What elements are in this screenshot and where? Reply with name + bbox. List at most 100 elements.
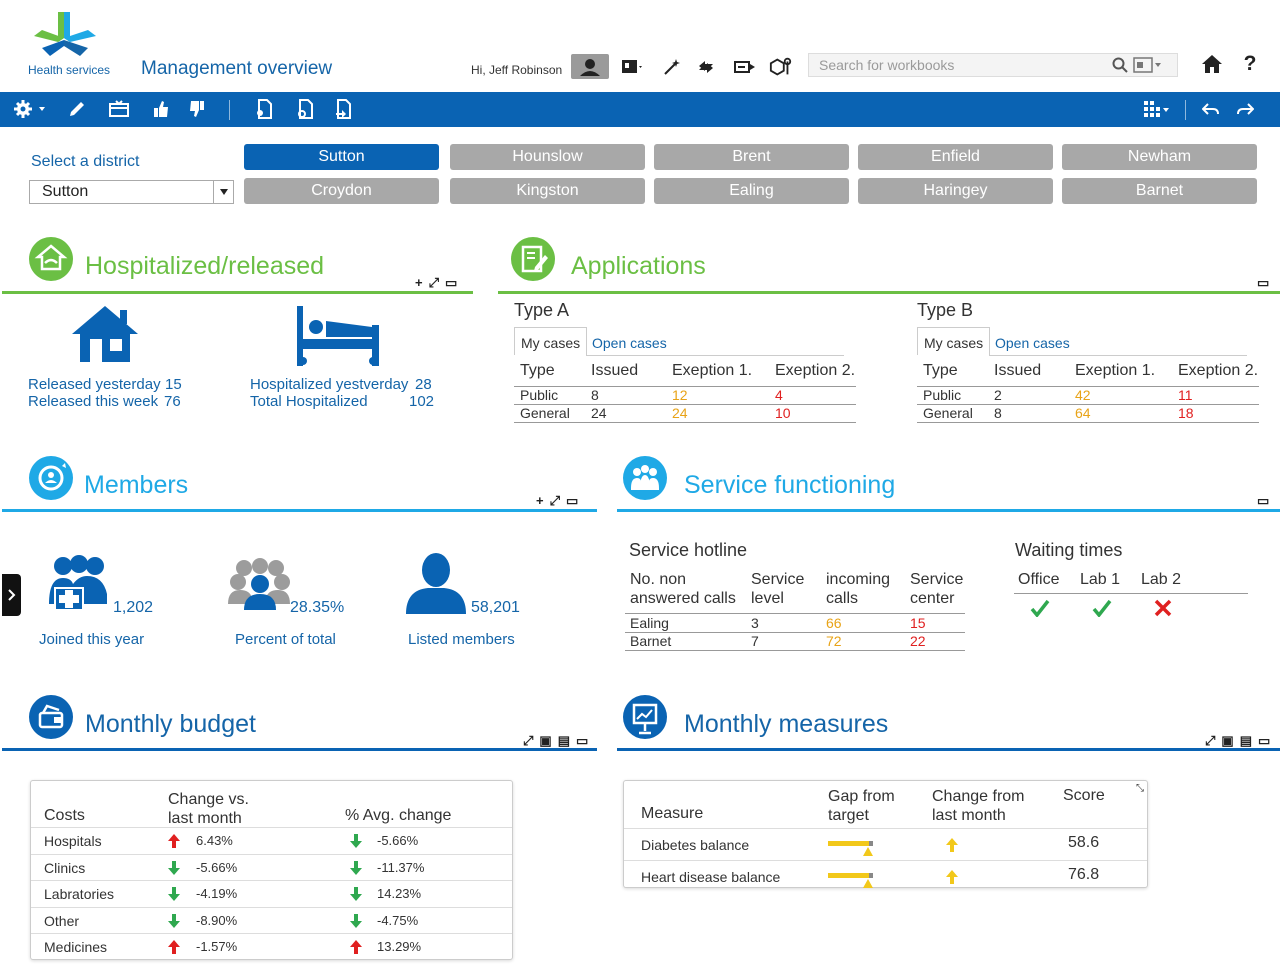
hotline-cell: 7	[751, 633, 759, 649]
applications-type-name: Type B	[917, 300, 974, 320]
applications-cell: 11	[1178, 387, 1193, 403]
tab-open-cases[interactable]: Open cases	[592, 335, 667, 351]
pencil-icon	[70, 102, 84, 116]
presentation-button[interactable]	[106, 96, 132, 122]
expand-icon[interactable]: ⤢	[549, 493, 560, 508]
share-button[interactable]	[251, 96, 277, 122]
arrow-up-icon	[945, 869, 959, 885]
add-document-button[interactable]	[292, 96, 318, 122]
tab-strip-line	[586, 355, 844, 356]
edit-button[interactable]	[64, 96, 90, 122]
redo-button[interactable]	[1232, 96, 1258, 122]
header-divider	[514, 386, 856, 387]
tab-my-cases[interactable]: My cases	[917, 327, 991, 355]
maximize-icon[interactable]: ▭	[576, 733, 589, 748]
expand-icon[interactable]: ⤢	[523, 733, 534, 748]
budget-col-change: Change vs. last month	[168, 791, 249, 827]
search-button[interactable]	[1109, 54, 1131, 76]
gap-bar-fill	[828, 841, 869, 846]
help-button[interactable]: ?	[1238, 52, 1262, 76]
district-button-croydon[interactable]: Croydon	[244, 178, 439, 204]
district-button-ealing[interactable]: Ealing	[654, 178, 849, 204]
district-button-haringey[interactable]: Haringey	[858, 178, 1053, 204]
hotline-cell: 22	[910, 633, 926, 649]
applications-cell: 64	[1075, 405, 1091, 421]
applications-cell: Public	[520, 387, 559, 403]
maximize-icon[interactable]: ▭	[1257, 493, 1270, 508]
district-button-newham[interactable]: Newham	[1062, 144, 1257, 170]
district-button-enfield[interactable]: Enfield	[858, 144, 1053, 170]
maximize-icon[interactable]: ▭	[1257, 275, 1270, 290]
service-title: Service functioning	[684, 471, 896, 499]
service-divider	[617, 509, 1280, 512]
dashboard-menu-button[interactable]	[621, 55, 645, 79]
applications-icon	[511, 237, 555, 281]
measure-score: 76.8	[1068, 866, 1100, 883]
header-divider	[917, 386, 1259, 387]
chevron-right-icon	[7, 589, 15, 601]
layout-menu-button[interactable]	[1141, 96, 1173, 122]
applications-cell: Public	[923, 387, 962, 403]
user-greeting: Hi, Jeff Robinson	[471, 63, 563, 77]
budget-row-name: Clinics	[44, 859, 86, 876]
refresh-button[interactable]	[694, 55, 718, 79]
row-divider	[917, 422, 1259, 423]
search-input[interactable]	[809, 57, 1109, 73]
settings-tools-button[interactable]	[769, 55, 793, 79]
home-button[interactable]	[1200, 52, 1224, 76]
budget-avg-value: -5.66%	[377, 833, 419, 848]
district-button-barnet[interactable]: Barnet	[1062, 178, 1257, 204]
add-icon[interactable]: +	[536, 493, 544, 508]
district-select[interactable]: Sutton	[29, 180, 234, 204]
like-button[interactable]	[148, 96, 174, 122]
maximize-icon[interactable]: ▭	[1258, 733, 1271, 748]
tab-open-cases[interactable]: Open cases	[995, 335, 1070, 351]
tab-my-cases[interactable]: My cases	[514, 327, 588, 355]
budget-col-avg: % Avg. change	[345, 807, 452, 824]
main-toolbar	[0, 92, 1280, 127]
data-source-button[interactable]	[733, 55, 757, 79]
save-icon[interactable]: ▣	[1221, 733, 1234, 748]
gap-bar-target	[869, 841, 873, 846]
undo-button[interactable]	[1198, 96, 1224, 122]
district-button-hounslow[interactable]: Hounslow	[450, 144, 645, 170]
thumbs-down-icon	[190, 101, 204, 117]
table-icon[interactable]: ▤	[557, 733, 570, 748]
checkmark-icon	[1092, 599, 1112, 617]
expand-icon[interactable]: ⤢	[1205, 733, 1216, 748]
released-week-value: 76	[164, 393, 181, 410]
sync-icon	[699, 61, 713, 73]
district-button-kingston[interactable]: Kingston	[450, 178, 645, 204]
waiting-table: Office Lab 1 Lab 2	[1014, 570, 1248, 625]
dislike-button[interactable]	[184, 96, 210, 122]
user-profile-button[interactable]	[571, 54, 609, 79]
logo[interactable]	[30, 8, 100, 64]
budget-controls: ⤢ ▣ ▤ ▭	[523, 734, 588, 747]
settings-menu-button[interactable]	[11, 96, 51, 122]
waiting-column-header: Office	[1018, 571, 1060, 588]
side-panel-toggle[interactable]	[2, 574, 21, 616]
waiting-title: Waiting times	[1015, 540, 1123, 560]
magic-wand-button[interactable]	[660, 55, 684, 79]
applications-cell: 2	[994, 387, 1002, 403]
budget-icon	[29, 695, 73, 739]
collapse-icon[interactable]: ⤡	[1136, 783, 1144, 794]
district-button-brent[interactable]: Brent	[654, 144, 849, 170]
members-title: Members	[84, 471, 189, 499]
view-toggle-button[interactable]	[1131, 54, 1165, 76]
maximize-icon[interactable]: ▭	[566, 493, 579, 508]
add-icon[interactable]: +	[415, 275, 423, 290]
expand-icon[interactable]: ⤢	[428, 275, 439, 290]
table-icon[interactable]: ▤	[1239, 733, 1252, 748]
measure-score: 58.6	[1068, 834, 1100, 851]
view-toggle-icon	[1133, 57, 1161, 73]
row-divider	[624, 828, 1147, 829]
hotline-column-header: Service center	[910, 571, 964, 607]
hospitalized-divider	[2, 291, 473, 294]
bed-icon	[296, 305, 380, 367]
save-icon[interactable]: ▣	[539, 733, 552, 748]
district-button-sutton[interactable]: Sutton	[244, 144, 439, 170]
hospitalized-title: Hospitalized/released	[85, 252, 325, 280]
export-document-button[interactable]	[330, 96, 356, 122]
maximize-icon[interactable]: ▭	[445, 275, 458, 290]
